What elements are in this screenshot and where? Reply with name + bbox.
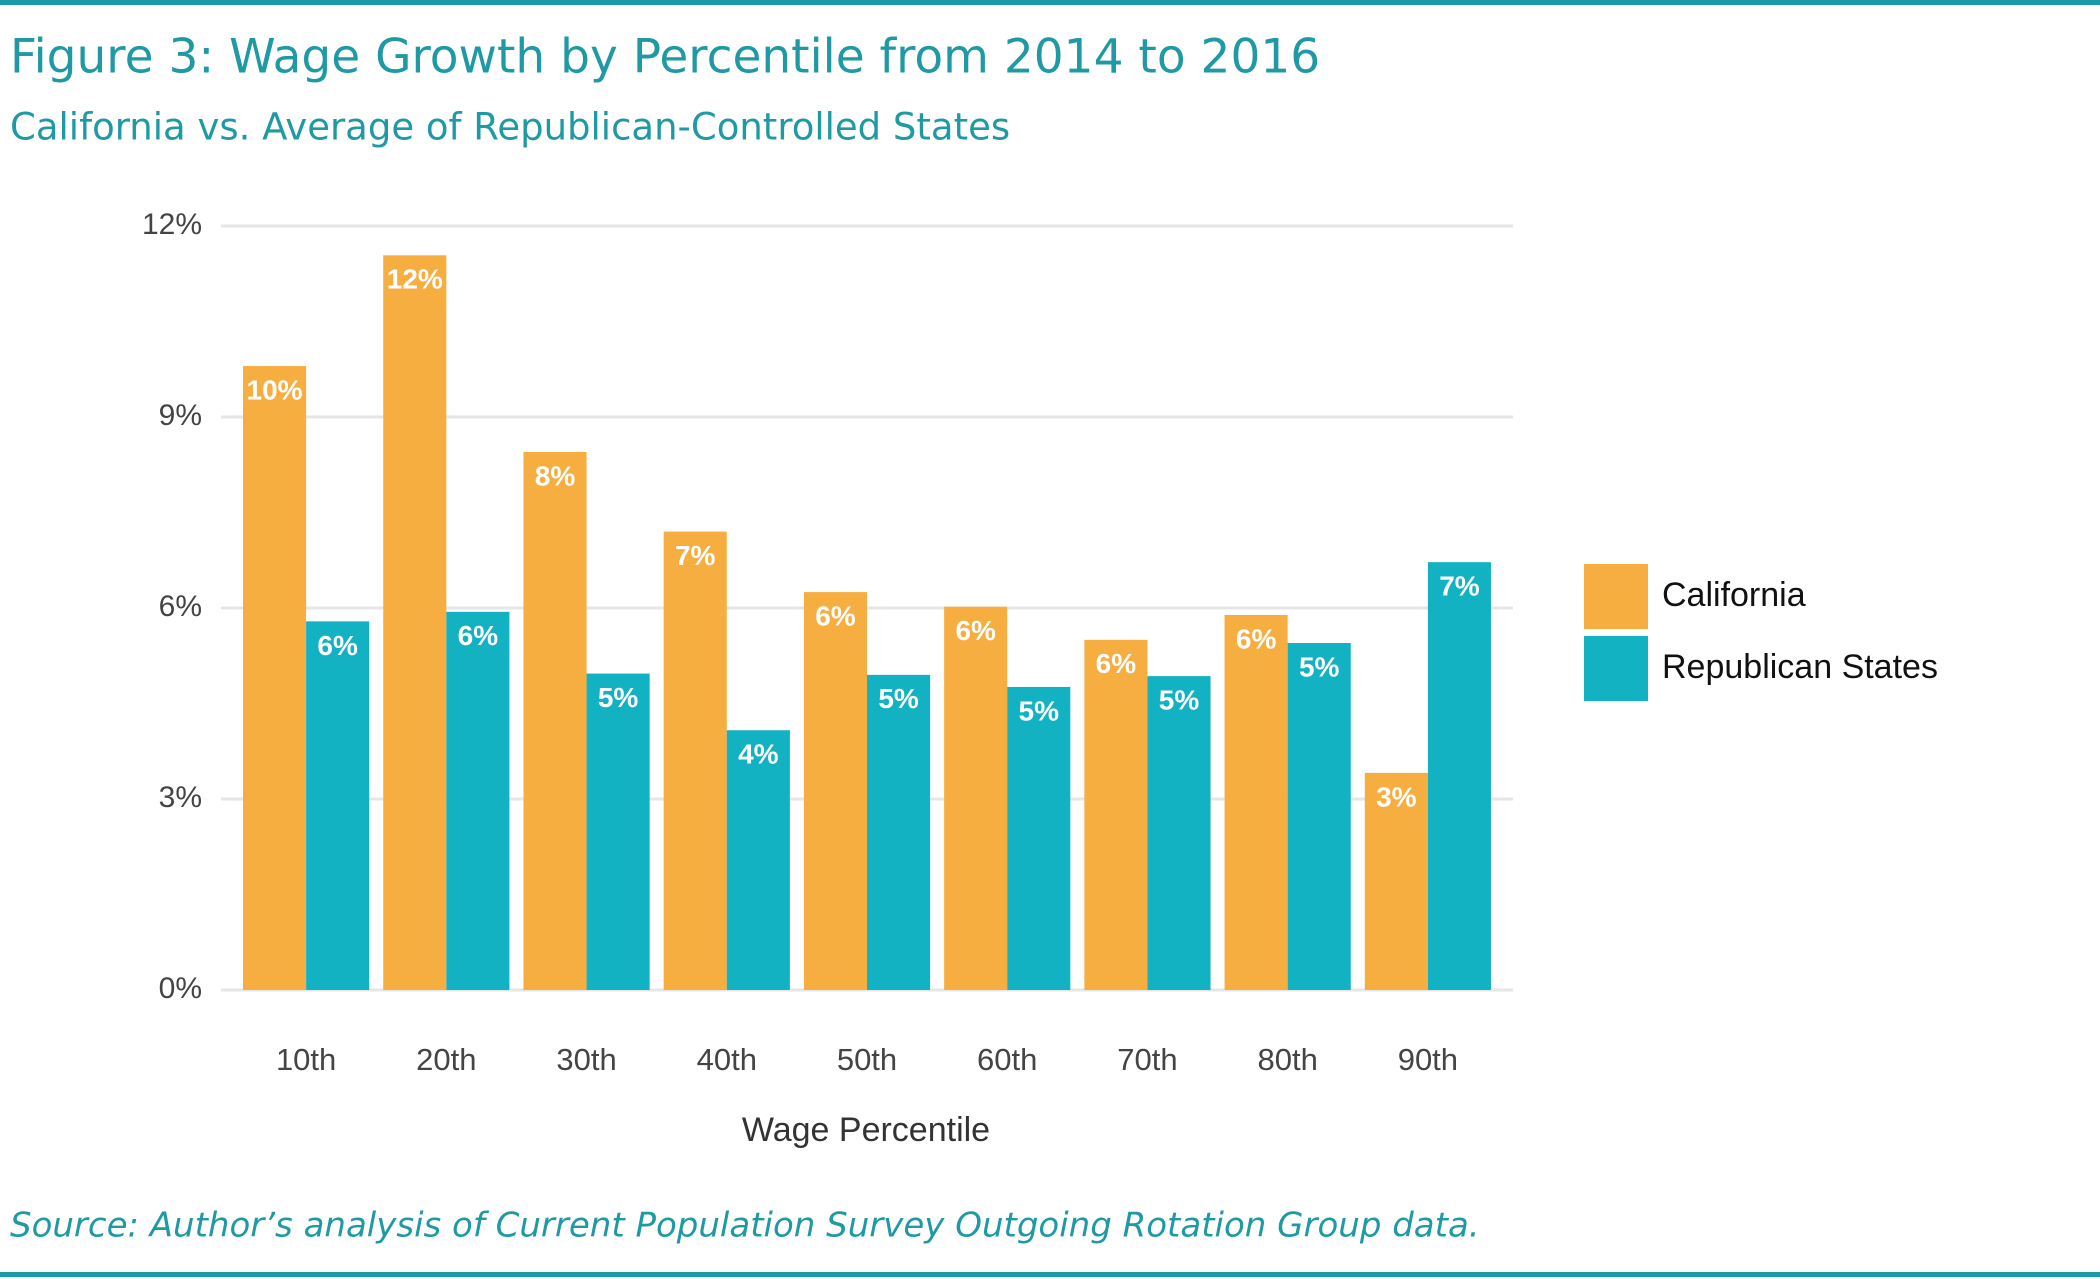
bar <box>1224 615 1288 990</box>
data-label: 6% <box>815 600 856 631</box>
data-label: 6% <box>317 630 358 661</box>
y-tick-label: 9% <box>159 399 202 432</box>
data-label: 6% <box>955 615 996 646</box>
data-label: 3% <box>1376 781 1417 812</box>
x-tick-label: 90th <box>1398 1042 1458 1077</box>
bottom-border <box>0 1272 2100 1277</box>
bar <box>1084 639 1148 990</box>
data-label: 6% <box>1096 648 1137 679</box>
data-label: 5% <box>878 683 919 714</box>
top-border <box>0 0 2100 5</box>
data-label: 5% <box>598 682 639 713</box>
bar <box>726 730 790 990</box>
bar <box>1287 643 1351 990</box>
x-tick-label: 20th <box>416 1042 476 1077</box>
data-label: 5% <box>1159 685 1200 716</box>
bar <box>1007 686 1071 990</box>
bar <box>446 611 510 990</box>
source-note: Source: Author’s analysis of Current Pop… <box>10 1206 1480 1246</box>
bar <box>1427 562 1491 990</box>
y-tick-label: 6% <box>159 590 202 623</box>
x-axis-title: Wage Percentile <box>742 1111 990 1149</box>
data-label: 8% <box>535 460 576 491</box>
x-tick-label: 30th <box>556 1042 616 1077</box>
data-label: 4% <box>738 739 779 770</box>
x-tick-label: 40th <box>697 1042 757 1077</box>
x-tick-label: 10th <box>276 1042 336 1077</box>
bar <box>1147 676 1211 990</box>
bar <box>867 674 931 990</box>
x-tick-label: 70th <box>1117 1042 1177 1077</box>
data-label: 6% <box>458 620 499 651</box>
bar <box>306 621 370 990</box>
bar <box>523 452 587 990</box>
chart-subtitle: California vs. Average of Republican-Con… <box>10 106 1010 149</box>
y-tick-label: 0% <box>159 972 202 1005</box>
data-label: 7% <box>675 540 716 571</box>
bar <box>243 366 307 991</box>
legend-label: Republican States <box>1662 648 1938 686</box>
bar <box>1364 772 1428 990</box>
legend-label: California <box>1662 576 1806 614</box>
data-label: 6% <box>1236 623 1277 654</box>
data-label: 12% <box>387 264 443 295</box>
y-tick-label: 12% <box>142 208 202 241</box>
bar <box>663 531 727 990</box>
legend-swatch <box>1584 564 1648 629</box>
bar <box>944 606 1008 990</box>
y-tick-label: 3% <box>159 781 202 814</box>
chart-title: Figure 3: Wage Growth by Percentile from… <box>10 30 1320 85</box>
x-tick-label: 60th <box>977 1042 1037 1077</box>
x-tick-label: 80th <box>1257 1042 1317 1077</box>
x-tick-label: 50th <box>837 1042 897 1077</box>
bar <box>803 592 867 990</box>
data-label: 10% <box>247 374 303 405</box>
data-label: 5% <box>1019 695 1060 726</box>
bar <box>383 255 447 990</box>
bar <box>586 673 650 990</box>
data-label: 7% <box>1439 571 1480 602</box>
data-label: 5% <box>1299 651 1340 682</box>
legend-swatch <box>1584 636 1648 701</box>
